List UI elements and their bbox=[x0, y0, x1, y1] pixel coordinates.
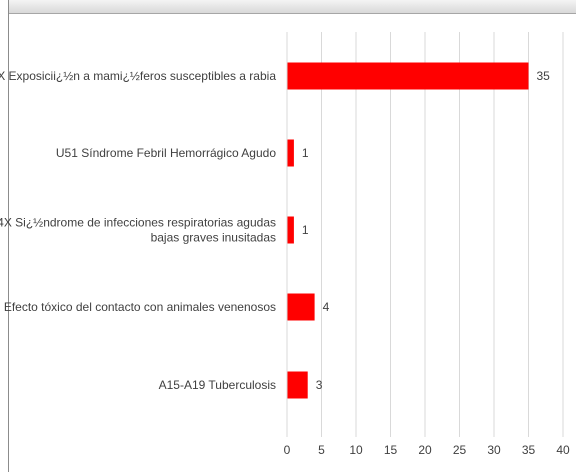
x-tick-label: 5 bbox=[318, 443, 325, 457]
x-tick-label: 40 bbox=[556, 443, 570, 457]
x-tick-label: 30 bbox=[487, 443, 501, 457]
data-label: 4 bbox=[323, 300, 330, 314]
x-tick-label: 0 bbox=[284, 443, 291, 457]
category-label-line: bajas graves inusitadas bbox=[151, 231, 276, 245]
bar bbox=[287, 216, 294, 244]
x-tick-label: 15 bbox=[384, 443, 398, 457]
category-label: U04X Si¿½ndrome de infecciones respirato… bbox=[0, 216, 276, 245]
bar bbox=[287, 139, 294, 167]
x-tick-label: 20 bbox=[418, 443, 432, 457]
category-label-line: A15-A19 Tuberculosis bbox=[159, 378, 276, 392]
data-label: 3 bbox=[316, 378, 323, 392]
category-label: W54X Exposicii¿½n a mami¿½feros suscepti… bbox=[0, 69, 276, 83]
window-top-bar bbox=[0, 0, 576, 14]
x-tick-label: 10 bbox=[349, 443, 363, 457]
bar bbox=[287, 371, 308, 399]
x-tick-label: 35 bbox=[522, 443, 536, 457]
x-tick-label: 25 bbox=[453, 443, 467, 457]
data-label: 35 bbox=[537, 69, 551, 83]
bar bbox=[287, 62, 529, 90]
left-border bbox=[0, 0, 9, 472]
category-label-line: U04X Si¿½ndrome de infecciones respirato… bbox=[0, 216, 276, 230]
category-label: T63 Efecto tóxico del contacto con anima… bbox=[0, 300, 276, 314]
category-label-line: T63 Efecto tóxico del contacto con anima… bbox=[0, 300, 276, 314]
category-label: U51 Síndrome Febril Hemorrágico Agudo bbox=[56, 146, 276, 160]
category-label-line: U51 Síndrome Febril Hemorrágico Agudo bbox=[56, 146, 276, 160]
category-label-line: W54X Exposicii¿½n a mami¿½feros suscepti… bbox=[0, 69, 276, 83]
data-label: 1 bbox=[302, 223, 309, 237]
bar bbox=[287, 293, 315, 321]
category-label: A15-A19 Tuberculosis bbox=[159, 378, 276, 392]
data-label: 1 bbox=[302, 146, 309, 160]
